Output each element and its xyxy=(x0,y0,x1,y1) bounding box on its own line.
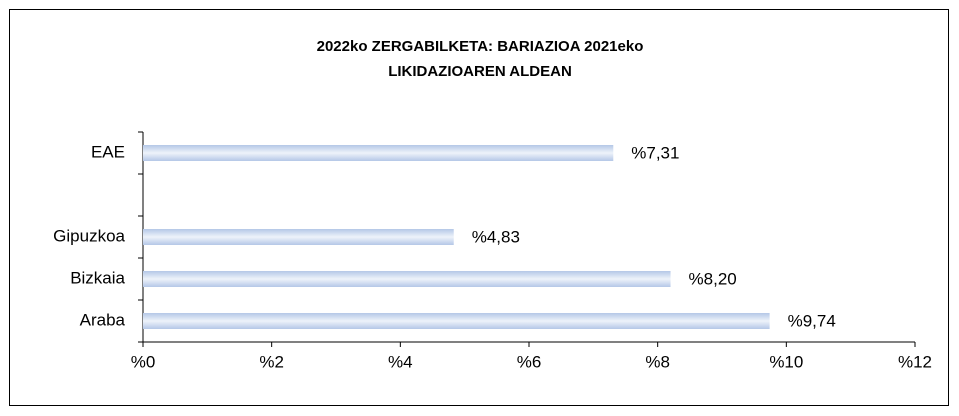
x-tick-label: %10 xyxy=(769,352,803,371)
bar xyxy=(143,229,454,245)
y-tick-label: EAE xyxy=(91,142,125,161)
bar xyxy=(143,145,614,161)
y-tick-label: Bizkaia xyxy=(70,268,125,287)
frame xyxy=(9,9,949,406)
x-tick-label: %4 xyxy=(388,352,413,371)
value-label: %7,31 xyxy=(631,143,679,162)
value-label: %4,83 xyxy=(472,227,520,246)
chart-title: 2022ko ZERGABILKETA: BARIAZIOA 2021eko xyxy=(317,38,644,55)
x-tick-label: %0 xyxy=(131,352,156,371)
x-tick-label: %8 xyxy=(645,352,670,371)
bar xyxy=(143,313,770,329)
x-tick-label: %12 xyxy=(898,352,932,371)
value-label: %9,74 xyxy=(788,311,836,330)
bar xyxy=(143,271,671,287)
chart-title: LIKIDAZIOAREN ALDEAN xyxy=(388,63,572,80)
x-tick-label: %2 xyxy=(259,352,284,371)
y-tick-label: Gipuzkoa xyxy=(53,226,125,245)
x-tick-label: %6 xyxy=(517,352,542,371)
value-label: %8,20 xyxy=(689,269,737,288)
y-tick-label: Araba xyxy=(80,310,126,329)
